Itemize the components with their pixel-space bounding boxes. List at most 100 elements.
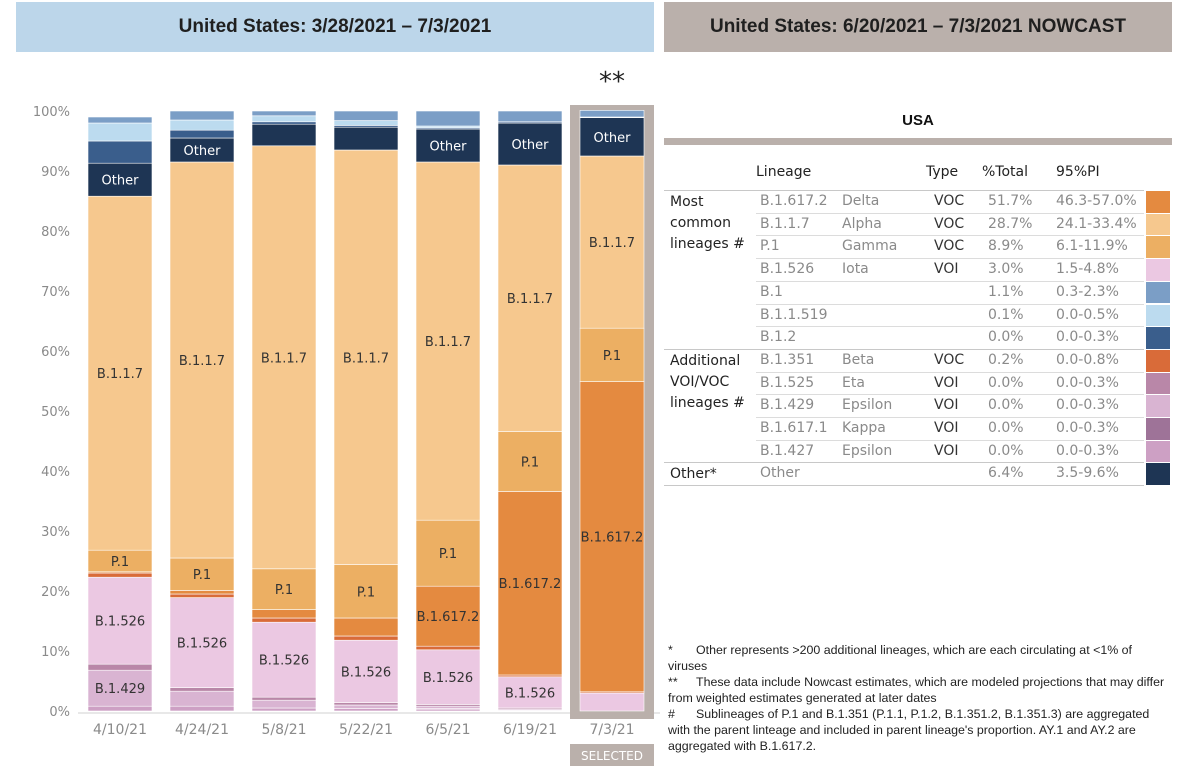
bar-segment	[497, 676, 563, 709]
y-tick-label: 20%	[41, 585, 70, 600]
bar-segment	[169, 137, 235, 163]
color-swatch	[1146, 440, 1170, 463]
cell-pi: 6.1-11.9%	[1056, 238, 1128, 255]
bar-segment	[579, 381, 645, 693]
bar-segment	[169, 590, 235, 595]
row-divider	[756, 235, 1144, 237]
bar-segment	[251, 707, 317, 712]
cell-lineage: Other	[760, 465, 800, 482]
cell-lineage: B.1.351	[760, 351, 815, 368]
segment-label: Other	[102, 174, 140, 189]
segment-label: B.1.1.7	[589, 236, 635, 251]
cell-pi: 0.0-0.3%	[1056, 329, 1119, 346]
bar-segment	[333, 635, 399, 641]
segment-label: B.1.1.7	[343, 351, 389, 366]
color-swatch	[1146, 349, 1170, 372]
column-header-pi: 95%PI	[1056, 164, 1100, 180]
bar-segment	[415, 585, 481, 647]
y-tick-label: 90%	[41, 165, 70, 180]
bar-segment	[169, 129, 235, 139]
x-tick-label: 5/22/21	[339, 722, 393, 738]
column-header-lineage: Lineage	[756, 164, 812, 180]
color-swatch	[1146, 259, 1170, 281]
bar-segment	[333, 120, 399, 126]
cell-total: 0.2%	[988, 351, 1024, 368]
bar-segment	[251, 123, 317, 147]
footnote-mark: *	[668, 643, 673, 657]
color-swatch	[1146, 395, 1170, 417]
cell-variant-name: Epsilon	[842, 442, 893, 459]
cell-variant-name: Iota	[842, 261, 869, 278]
color-swatch	[1146, 213, 1170, 236]
group-label: Most common lineages #	[670, 194, 745, 252]
segment-label: B.1.1.7	[97, 367, 143, 382]
bar-segment	[415, 161, 481, 521]
bar-segment	[251, 617, 317, 623]
group-divider	[664, 462, 1144, 464]
bar-segment	[251, 121, 317, 125]
cell-pi: 0.0-0.3%	[1056, 420, 1119, 436]
segment-label: B.1.526	[95, 615, 145, 630]
bar-segment	[87, 116, 153, 124]
bar-segment	[87, 122, 153, 142]
cell-type: VOI	[934, 374, 959, 391]
segment-label: P.1	[111, 555, 129, 570]
cell-type: VOI	[934, 442, 959, 459]
x-tick-label: 4/10/21	[93, 722, 147, 738]
row-divider	[756, 417, 1144, 418]
cell-pi: 3.5-9.6%	[1056, 465, 1119, 482]
segment-label: Other	[184, 144, 222, 159]
footnotes: * Other represents >200 additional lineag…	[668, 642, 1168, 754]
row-divider	[756, 326, 1144, 328]
footnote-text: These data include Nowcast estimates, wh…	[668, 675, 1165, 705]
cell-lineage: B.1	[760, 283, 783, 300]
cell-pi: 0.0-0.5%	[1056, 306, 1119, 323]
x-tick-label: 6/19/21	[503, 722, 557, 738]
column-header-type: Type	[926, 164, 959, 180]
color-swatch	[1146, 418, 1170, 440]
color-swatch	[1146, 327, 1170, 349]
segment-label: P.1	[439, 547, 457, 562]
bar-segment	[87, 195, 153, 551]
cell-type: VOC	[934, 193, 965, 209]
bar-segment	[497, 122, 563, 166]
footnote-text: Other represents >200 additional lineage…	[668, 643, 1133, 673]
bar-segment	[251, 621, 317, 698]
bar-segment	[169, 690, 235, 707]
cell-total: 0.0%	[988, 374, 1024, 391]
bar-segment	[251, 145, 317, 570]
cell-type: VOC	[934, 351, 965, 368]
bar-segment	[169, 110, 235, 121]
group-label: Other*	[670, 466, 717, 483]
bar-segment	[169, 119, 235, 131]
color-swatch	[1146, 463, 1170, 486]
cell-lineage: B.1.1.7	[760, 215, 810, 232]
x-tick-label: 4/24/21	[175, 722, 229, 738]
cell-variant-name: Beta	[842, 351, 875, 368]
cell-variant-name: Kappa	[842, 420, 886, 436]
segment-label: B.1.429	[95, 682, 145, 697]
x-tick-label: 5/8/21	[261, 722, 306, 738]
cell-lineage: B.1.2	[760, 329, 797, 346]
cell-pi: 46.3-57.0%	[1056, 193, 1137, 209]
cell-total: 0.0%	[988, 329, 1024, 346]
segment-label: B.1.617.2	[417, 610, 480, 625]
cell-variant-name: Alpha	[842, 215, 882, 232]
bar-segment	[87, 705, 153, 712]
y-tick-label: 10%	[41, 645, 70, 660]
y-tick-label: 0%	[49, 705, 70, 720]
x-tick-label: 7/3/21	[589, 722, 634, 738]
y-tick-label: 30%	[41, 525, 70, 540]
bar-segment	[333, 617, 399, 637]
cell-total: 1.1%	[988, 283, 1024, 300]
cell-lineage: P.1	[760, 238, 780, 255]
segment-label: B.1.617.2	[499, 577, 562, 592]
cell-variant-name: Delta	[842, 193, 880, 209]
row-divider	[756, 258, 1144, 260]
x-tick-label: 6/5/21	[425, 722, 470, 738]
segment-label: P.1	[193, 568, 211, 583]
cell-pi: 0.0-0.3%	[1056, 397, 1119, 414]
table-bottom-line	[664, 485, 1144, 487]
bar-segment	[333, 149, 399, 565]
cell-total: 0.1%	[988, 306, 1024, 323]
